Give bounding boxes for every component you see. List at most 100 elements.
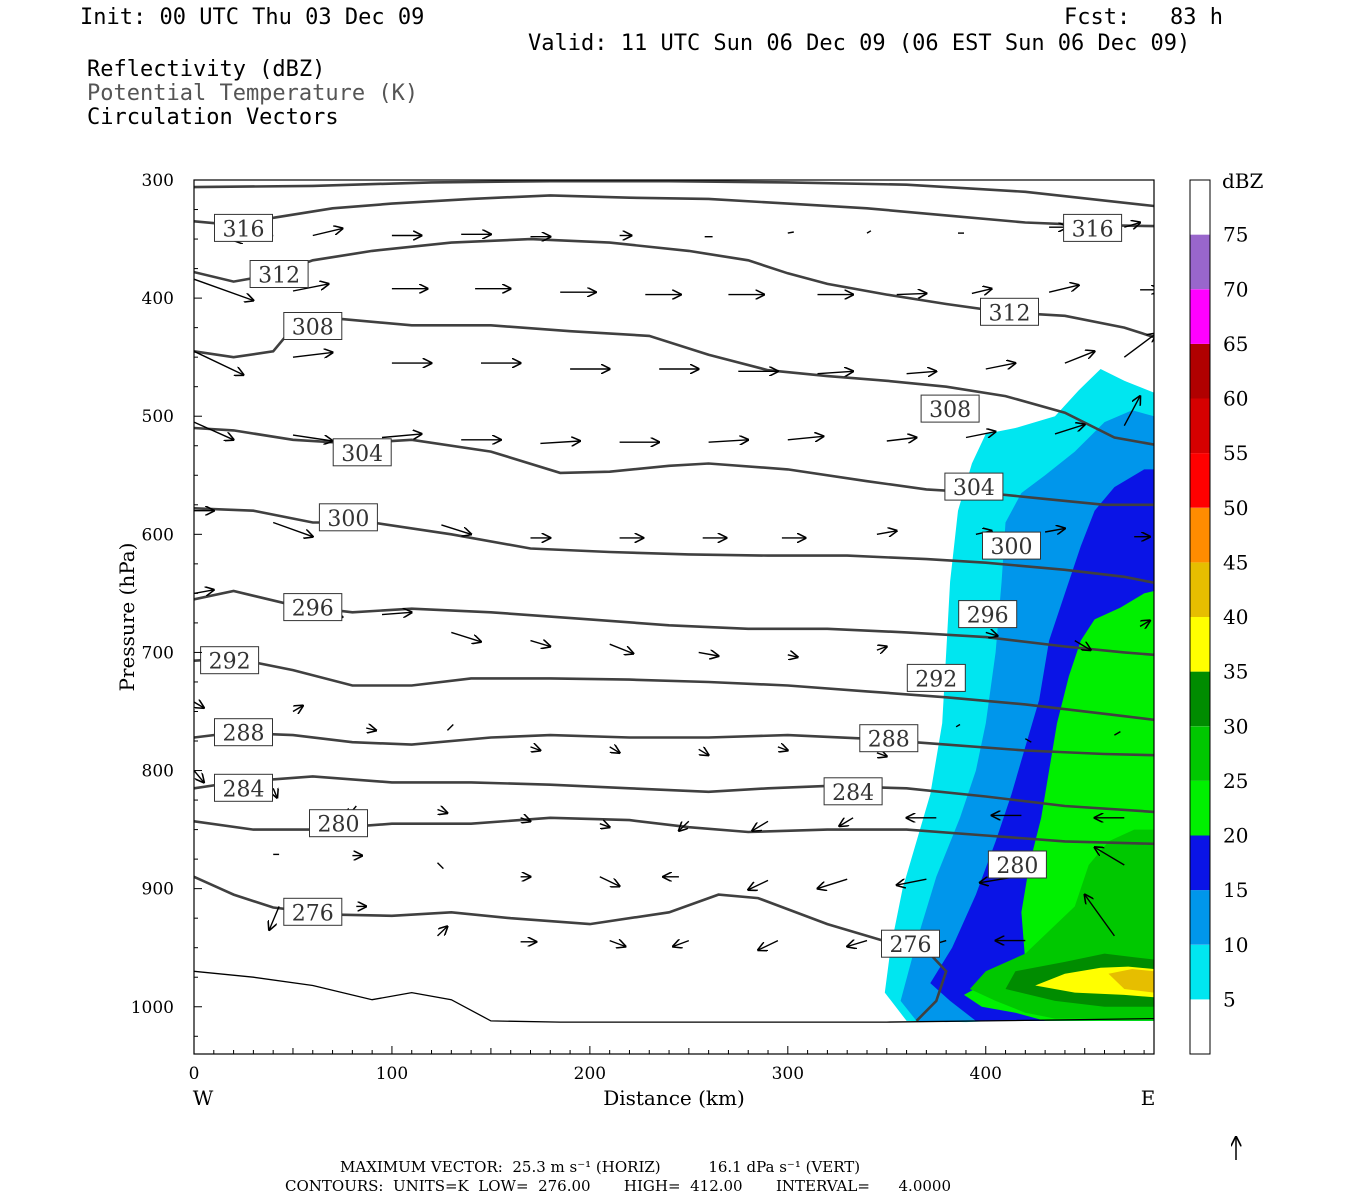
colorbar-label: 40: [1223, 605, 1248, 629]
max-vector-note: MAXIMUM VECTOR: 25.3 m s⁻¹ (HORIZ) 16.1 …: [340, 1158, 861, 1176]
colorbar-label: 20: [1223, 824, 1248, 848]
contour-label-box: [318, 503, 378, 532]
circulation-vector: [866, 230, 872, 234]
circulation-vector: [437, 862, 444, 870]
circulation-vector: [758, 939, 779, 951]
colorbar-label: 25: [1223, 769, 1248, 793]
circulation-vector: [609, 941, 626, 947]
contour-label-304: 304: [944, 472, 1004, 501]
colorbar-swatch: [1190, 234, 1210, 290]
theta-title: Potential Temperature (K): [87, 81, 419, 106]
contour-label-296: 296: [283, 593, 343, 622]
circulation-vector: [876, 753, 887, 757]
circulation-vector: [839, 817, 854, 826]
contour-label-box: [987, 850, 1047, 879]
circulation-vector: [787, 231, 794, 234]
circulation-vector: [609, 643, 634, 653]
contour-label-280: 280: [309, 809, 368, 838]
circulation-vector: [1124, 223, 1140, 228]
colorbar-swatch: [1190, 562, 1210, 617]
contour-label-276: 276: [283, 897, 343, 926]
contour-label-box: [214, 718, 273, 747]
contour-label-box: [982, 531, 1041, 560]
contour-label-308: 308: [283, 312, 343, 341]
circulation-vector: [1139, 621, 1150, 627]
x-tick-label: 200: [574, 1064, 606, 1084]
contour-label-text: 316: [223, 217, 265, 242]
circulation-vector: [1114, 730, 1121, 736]
contour-label-304: 304: [332, 438, 392, 467]
theta-contour-316: [194, 194, 1154, 228]
circulation-vector: [366, 728, 376, 730]
colorbar-swatch: [1190, 890, 1210, 945]
contour-label-316: 316: [1063, 213, 1123, 242]
colorbar-swatch: [1190, 835, 1210, 891]
circulation-vector: [273, 788, 277, 797]
y-tick-label: 600: [142, 525, 174, 545]
reflectivity-40dbz-region: [1108, 969, 1154, 993]
contour-label-312: 312: [980, 297, 1039, 326]
colorbar-label: 75: [1223, 223, 1248, 247]
contour-label-text: 308: [292, 316, 334, 341]
circulation-vector: [194, 702, 204, 708]
colorbar-swatch: [1190, 453, 1210, 508]
contour-label-text: 312: [258, 264, 300, 289]
circulation-vector: [985, 363, 1016, 370]
colorbar-swatch: [1190, 726, 1210, 781]
contour-label-316: 316: [214, 213, 273, 242]
circulation-vector: [194, 350, 244, 375]
circulation-vector: [540, 441, 580, 443]
contour-label-300: 300: [982, 531, 1041, 560]
circulation-vector: [1054, 425, 1085, 435]
colorbar-swatch: [1190, 780, 1210, 836]
theta-contour-284: [194, 775, 1154, 814]
y-axis-title: Pressure (hPa): [115, 543, 139, 692]
contour-label-276: 276: [881, 929, 940, 958]
contour-label-text: 288: [223, 722, 265, 747]
colorbar-frame: [1189, 179, 1211, 1055]
contour-label-280: 280: [987, 850, 1047, 879]
contour-label-text: 300: [991, 535, 1033, 560]
colorbar-swatch: [1190, 343, 1210, 399]
circulation-vector: [698, 652, 719, 656]
contour-label-box: [906, 663, 966, 692]
circulation-vector: [1085, 895, 1115, 937]
circulation-vector: [847, 941, 868, 947]
colorbar-label: 70: [1223, 277, 1248, 301]
colorbar-title: dBZ: [1222, 169, 1264, 193]
y-tick-label: 300: [142, 171, 174, 191]
circulation-vector: [1095, 847, 1125, 866]
theta-contour-320: [194, 180, 1154, 208]
contour-label-box: [1063, 213, 1123, 242]
contour-label-300: 300: [318, 503, 378, 532]
circulation-vector: [906, 371, 937, 373]
contour-label-box: [283, 312, 343, 340]
contour-label-text: 316: [1072, 217, 1114, 242]
contour-label-284: 284: [823, 777, 883, 806]
colorbar-swatch: [1190, 180, 1210, 235]
circulation-vector: [381, 434, 422, 438]
contour-label-text: 292: [209, 650, 251, 675]
circulation-vector: [1048, 285, 1079, 293]
theta-contour-288: [194, 731, 1154, 757]
colorbar-label: 5: [1223, 987, 1236, 1011]
y-tick-label: 700: [142, 643, 174, 663]
colorbar-label: 45: [1223, 550, 1248, 574]
colorbar-swatch: [1190, 999, 1210, 1054]
colorbar-swatch: [1190, 944, 1210, 1000]
circulation-vector: [292, 284, 329, 292]
contour-label-308: 308: [920, 394, 980, 423]
colorbar-swatch: [1190, 617, 1210, 672]
circulation-vector: [292, 434, 333, 441]
contour-label-text: 296: [292, 597, 334, 622]
contour-label-text: 292: [915, 667, 957, 692]
circulation-vector: [886, 438, 917, 442]
forecast-hour: Fcst: 83 h: [1064, 5, 1223, 30]
contour-label-box: [200, 646, 260, 675]
colorbar-label: 15: [1223, 878, 1248, 902]
colorbar-label: 60: [1223, 387, 1248, 411]
circulation-vector: [1044, 528, 1065, 532]
x-axis-title: Distance (km): [603, 1086, 745, 1110]
contour-label-box: [214, 213, 273, 242]
circulation-vector: [1123, 334, 1154, 358]
